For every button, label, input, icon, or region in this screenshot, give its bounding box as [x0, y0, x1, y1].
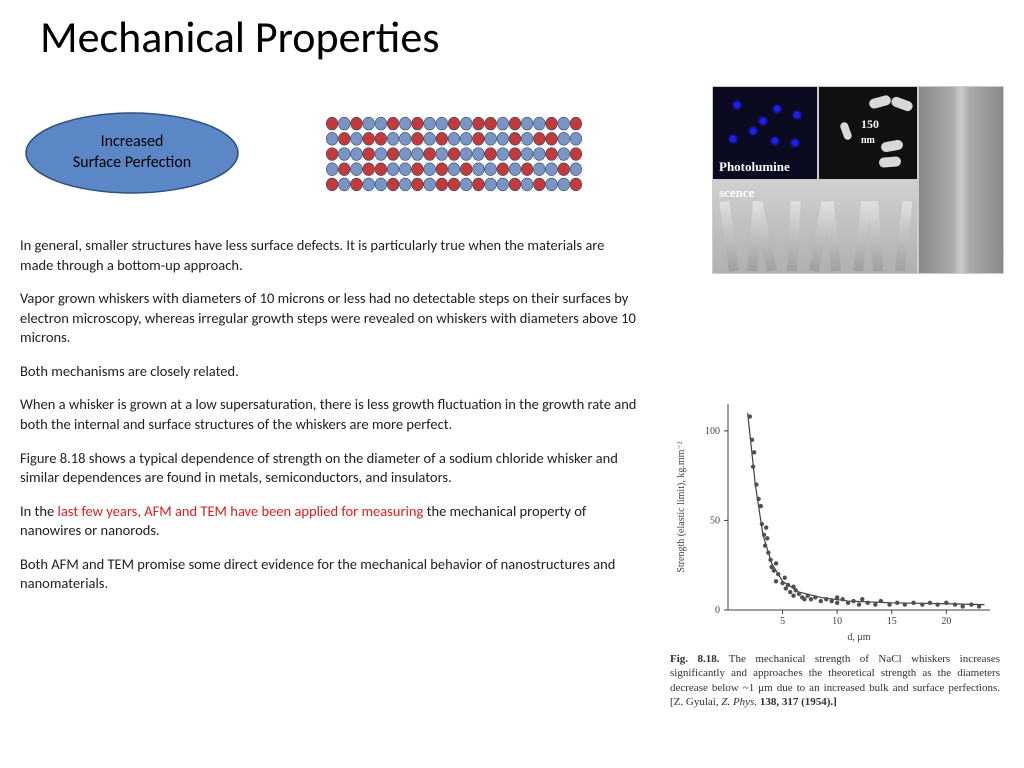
- caption-ital: Z. Phys.: [721, 696, 757, 708]
- thumb-pillar-array: scence: [712, 180, 918, 274]
- svg-text:d, μm: d, μm: [847, 632, 870, 643]
- thumb-photolum: Photolumine: [712, 86, 818, 180]
- image-thumbnails: Photolumine 150 nm scence: [712, 86, 1004, 274]
- ellipse-line1: Increased: [101, 132, 164, 151]
- body-paragraph: Figure 8.18 shows a typical dependence o…: [20, 449, 640, 488]
- body-column: In general, smaller structures have less…: [20, 236, 640, 608]
- page-title: Mechanical Properties: [40, 10, 439, 64]
- figure-caption: Fig. 8.18. The mechanical strength of Na…: [670, 652, 1000, 709]
- highlighted-text: last few years, AFM and TEM have been ap…: [58, 502, 424, 520]
- scale-unit: nm: [861, 135, 875, 146]
- thumb-pillar-closeup: [918, 86, 1004, 274]
- svg-text:5: 5: [780, 616, 785, 627]
- svg-text:15: 15: [887, 616, 897, 627]
- body-paragraph: Both AFM and TEM promise some direct evi…: [20, 555, 640, 594]
- svg-text:20: 20: [941, 616, 951, 627]
- svg-text:10: 10: [832, 616, 842, 627]
- svg-text:100: 100: [705, 426, 720, 437]
- strength-vs-diameter-chart: 0 50 100 5 10 15 20 d, μm Strength (elastic limi…: [670, 394, 1000, 646]
- svg-text:50: 50: [710, 515, 720, 526]
- scale-num: 150: [861, 117, 879, 131]
- ellipse-line2: Surface Perfection: [73, 153, 191, 172]
- thumb-label-a: Photolumine: [719, 159, 790, 175]
- body-paragraph: Both mechanisms are closely related.: [20, 362, 640, 382]
- thumb-label-a2: scence: [719, 185, 754, 201]
- atom-lattice-diagram: [326, 116, 582, 192]
- ellipse-callout: Increased Surface Perfection: [22, 108, 242, 198]
- svg-text:0: 0: [715, 605, 720, 616]
- caption-fignum: Fig. 8.18.: [670, 653, 720, 665]
- svg-text:Strength (elastic limit), kg.m: Strength (elastic limit), kg.mm⁻²: [676, 441, 687, 572]
- body-paragraph: Vapor grown whiskers with diameters of 1…: [20, 289, 640, 348]
- body-paragraph: When a whisker is grown at a low supersa…: [20, 395, 640, 434]
- caption-tail: 138, 317 (1954).]: [757, 696, 837, 708]
- thumb-nanorods: 150 nm: [818, 86, 918, 180]
- body-paragraph: In the last few years, AFM and TEM have …: [20, 502, 640, 541]
- body-paragraph: In general, smaller structures have less…: [20, 236, 640, 275]
